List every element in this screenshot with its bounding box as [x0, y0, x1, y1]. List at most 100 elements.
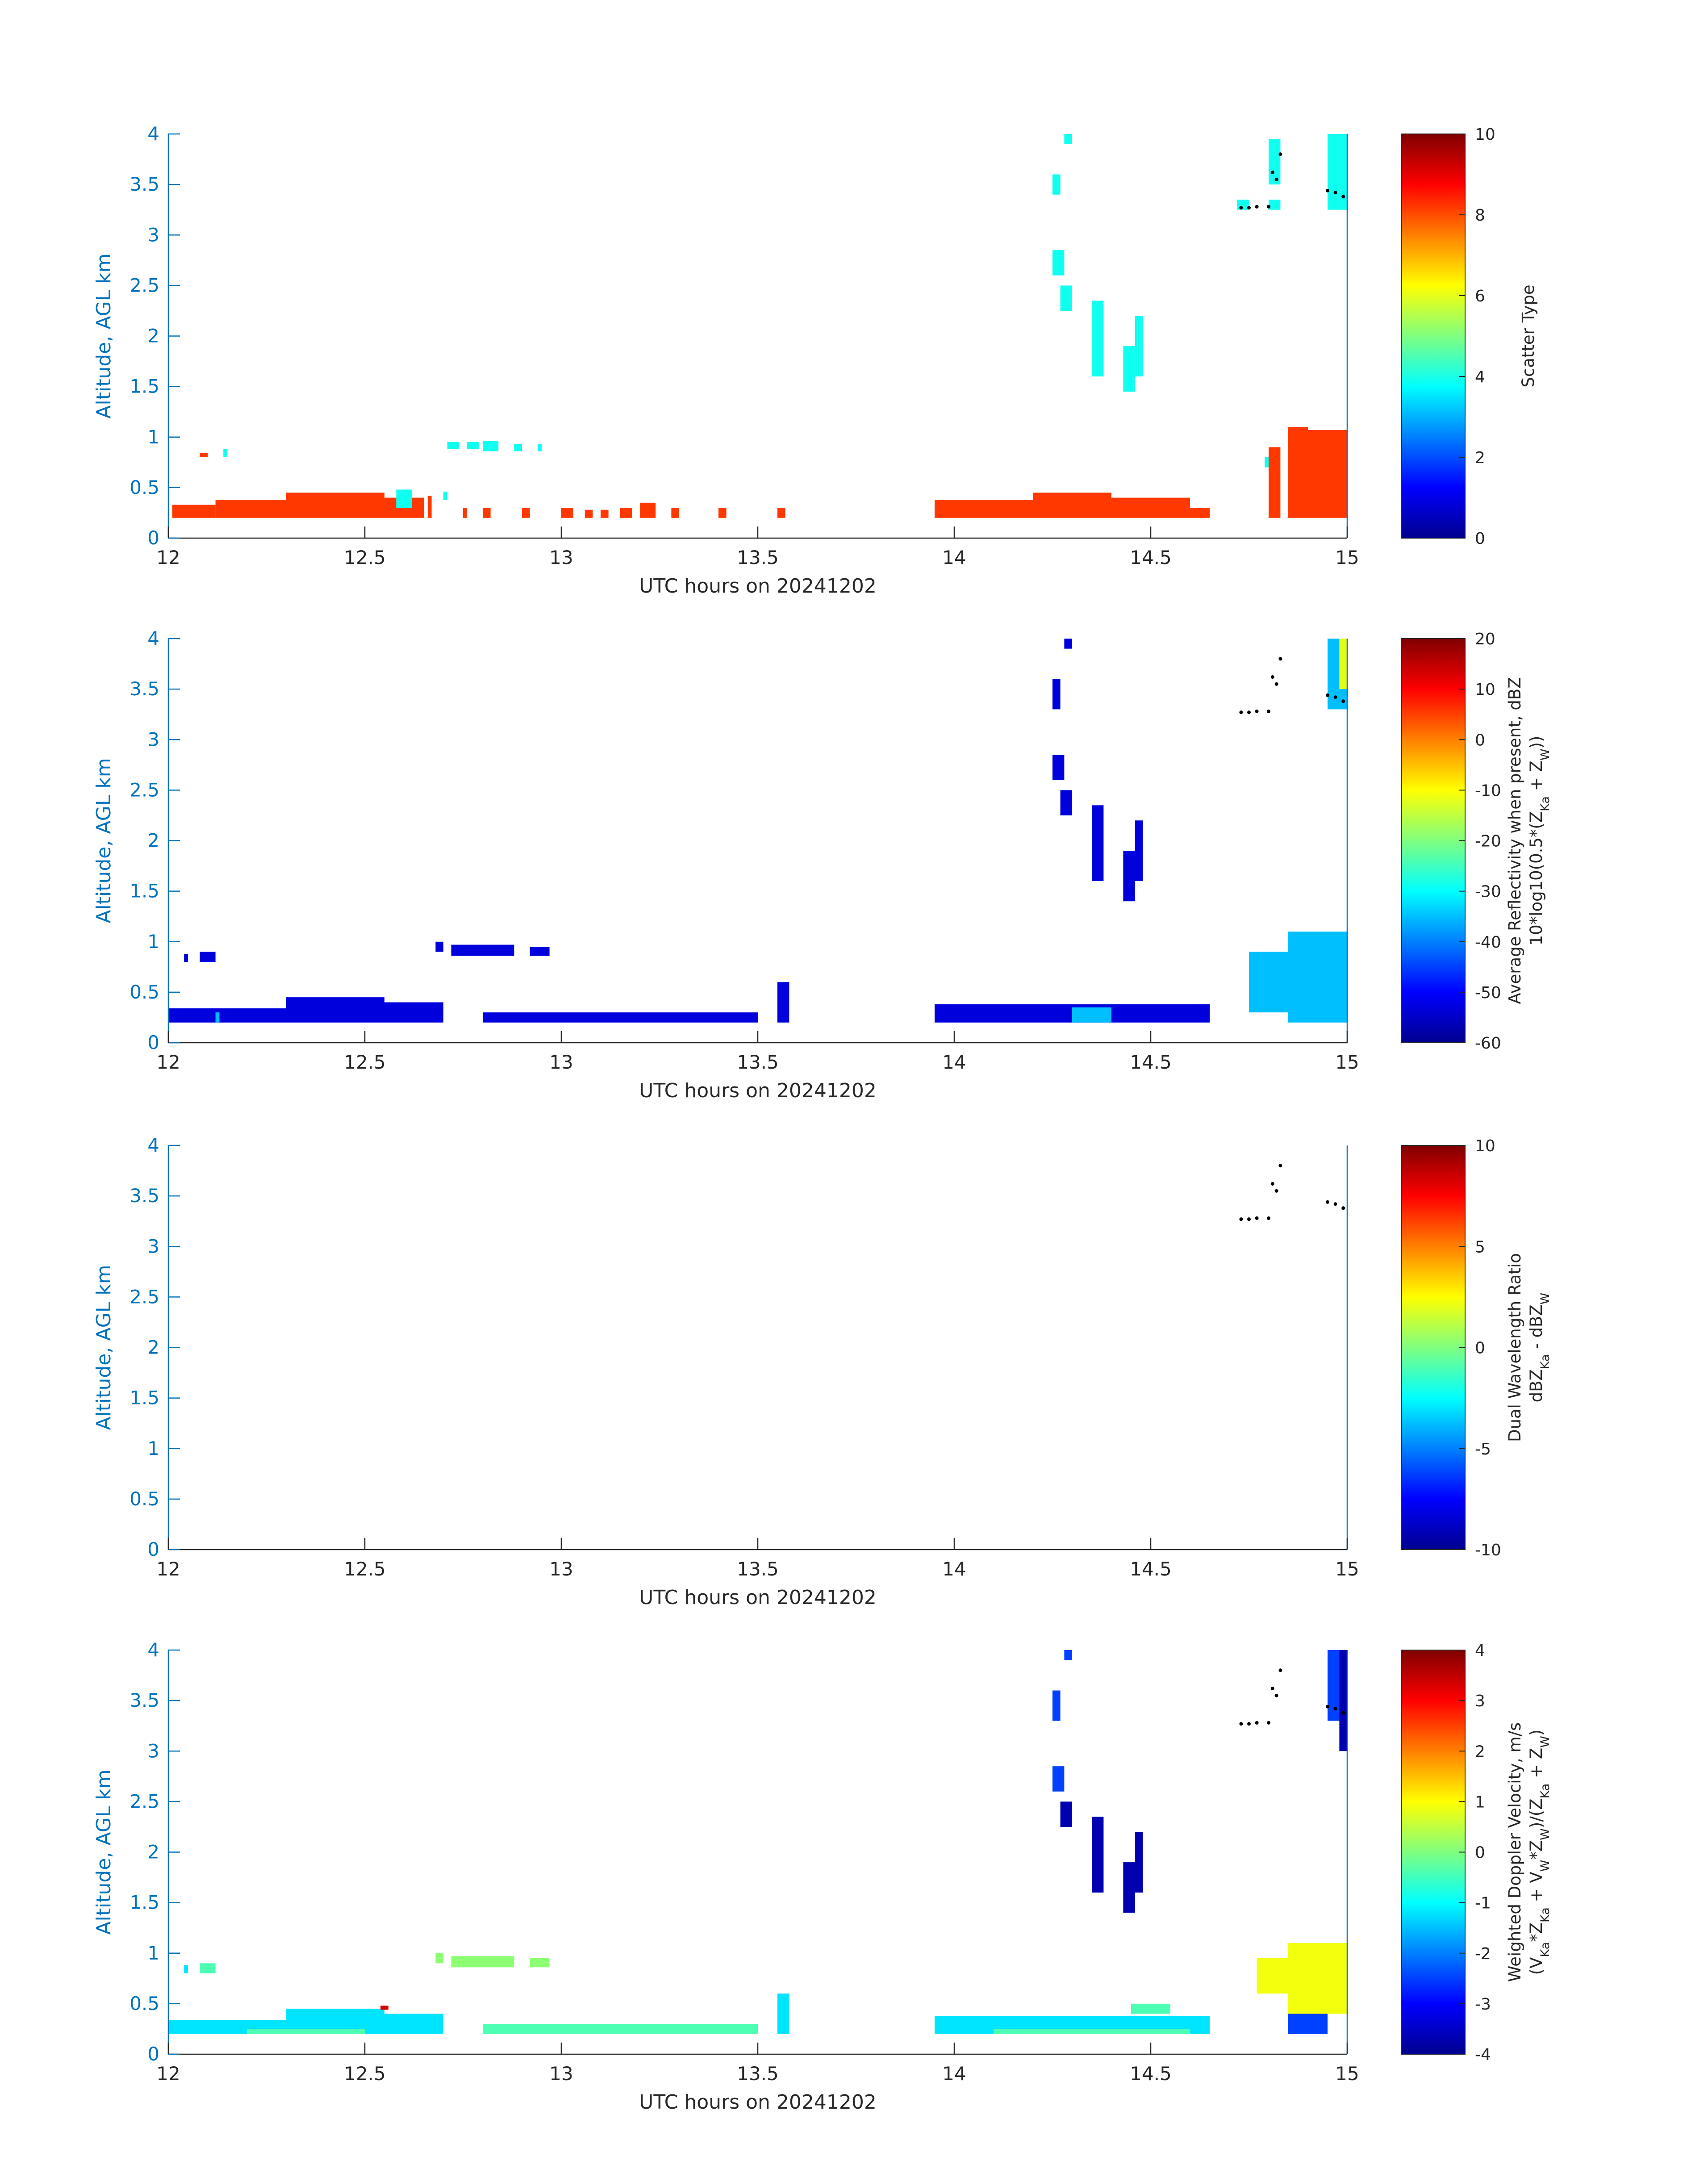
colorbar-tick-label: 4 — [1475, 368, 1485, 386]
data-cell — [1135, 1832, 1143, 1893]
colorbar-tick-label: -50 — [1475, 984, 1501, 1002]
marker-dot — [1333, 191, 1337, 195]
marker-dot — [1274, 1693, 1278, 1697]
x-axis-label: UTC hours on 20241202 — [639, 1079, 877, 1102]
colorbar — [1401, 1145, 1466, 1550]
x-tick-label: 15 — [1335, 547, 1359, 568]
colorbar-tick-label: -4 — [1475, 2046, 1491, 2064]
y-tick-label: 3.5 — [129, 678, 159, 700]
data-cell — [1288, 1943, 1347, 2014]
y-axis-label: Altitude, AGL km — [92, 758, 115, 923]
data-cell — [620, 508, 632, 518]
data-cell — [1092, 805, 1104, 881]
marker-dot — [1247, 206, 1251, 210]
data-cell — [561, 508, 573, 518]
data-cell — [1052, 250, 1065, 276]
data-cell — [994, 2029, 1190, 2034]
data-cell — [451, 1956, 514, 1968]
data-cell — [1131, 2003, 1170, 2014]
marker-dot — [1341, 195, 1345, 199]
x-tick-label: 15 — [1335, 2063, 1359, 2085]
data-cell — [1052, 174, 1061, 195]
marker-dot — [1333, 695, 1337, 699]
marker-dot — [1267, 205, 1270, 209]
marker-dot — [1239, 710, 1243, 715]
colorbar-tick-label: 8 — [1475, 206, 1485, 225]
marker-dot — [1239, 1217, 1243, 1221]
y-tick-label: 3.5 — [129, 1185, 159, 1207]
y-tick-label: 3 — [147, 1740, 159, 1762]
y-tick-label: 1.5 — [129, 376, 159, 397]
x-tick-label: 13.5 — [737, 1558, 779, 1580]
marker-dot — [1247, 710, 1251, 715]
x-tick-label: 14 — [942, 547, 966, 568]
data-cell — [1033, 493, 1111, 518]
x-tick-label: 14 — [942, 1558, 966, 1580]
data-cell — [1123, 851, 1135, 902]
colorbar-tick-label: 10 — [1475, 125, 1495, 144]
data-cell — [215, 1012, 220, 1023]
data-cell — [435, 1953, 443, 1964]
colorbar-label-line: Dual Wavelength Ratio — [1505, 1253, 1524, 1442]
x-tick-label: 12.5 — [344, 547, 386, 568]
y-tick-label: 2.5 — [129, 1286, 159, 1308]
data-cell — [1064, 1650, 1072, 1660]
x-tick-label: 14.5 — [1130, 1558, 1172, 1580]
marker-dot — [1341, 699, 1345, 703]
marker-dot — [1278, 152, 1282, 156]
marker-dot — [1247, 1722, 1251, 1726]
data-cell — [1190, 508, 1210, 518]
colorbar-label-line: Average Reflectivity when present, dBZ — [1505, 677, 1524, 1004]
colorbar — [1401, 638, 1466, 1043]
data-cell — [200, 453, 208, 457]
x-axis-label: UTC hours on 20241202 — [639, 2091, 877, 2114]
data-cell — [530, 1958, 550, 1968]
data-cell — [1052, 1690, 1061, 1721]
marker-dot — [1270, 170, 1274, 174]
marker-dot — [1333, 1202, 1337, 1206]
data-cell — [1339, 1650, 1347, 1751]
colorbar-tick-label: -10 — [1475, 1541, 1501, 1559]
colorbar-tick-label: 4 — [1475, 1642, 1485, 1660]
data-cell — [1060, 790, 1072, 815]
y-tick-label: 3.5 — [129, 1689, 159, 1711]
data-cell — [671, 508, 679, 518]
colorbar-tick-label: -1 — [1475, 1894, 1491, 1913]
data-cell — [168, 1008, 286, 1023]
marker-dot — [1267, 1216, 1270, 1220]
y-tick-label: 4 — [147, 1639, 159, 1661]
marker-dot — [1326, 1200, 1329, 1204]
data-cell — [451, 944, 514, 956]
marker-dot — [1270, 1182, 1274, 1186]
data-cell — [1237, 200, 1249, 210]
x-tick-label: 13 — [549, 1051, 573, 1073]
data-cell — [483, 508, 491, 518]
colorbar-tick-label: -2 — [1475, 1945, 1491, 1963]
y-tick-label: 3.5 — [129, 173, 159, 195]
marker-dot — [1341, 1711, 1345, 1715]
y-tick-label: 2.5 — [129, 274, 159, 296]
colorbar-label-line: dBZKa - dBZW — [1527, 1293, 1552, 1403]
x-tick-label: 14 — [942, 2063, 966, 2085]
data-cell — [1092, 301, 1104, 376]
colorbar-tick-label: -20 — [1475, 832, 1501, 851]
data-cell — [777, 982, 789, 1023]
colorbar-tick-label: 10 — [1475, 1137, 1495, 1155]
colorbar-tick-label: -40 — [1475, 933, 1501, 952]
data-cell — [1265, 457, 1269, 468]
data-cell — [467, 442, 479, 449]
data-cell — [172, 505, 216, 518]
x-tick-label: 13 — [549, 1558, 573, 1580]
colorbar-tick-label: -60 — [1475, 1034, 1501, 1053]
marker-dot — [1274, 1189, 1278, 1193]
x-axis-label: UTC hours on 20241202 — [639, 1586, 877, 1609]
data-cell — [380, 2006, 388, 2010]
x-tick-label: 12 — [156, 1051, 180, 1073]
x-tick-label: 13.5 — [737, 547, 779, 568]
colorbar-tick-label: 2 — [1475, 1742, 1485, 1761]
y-tick-label: 0 — [147, 527, 159, 549]
x-tick-label: 14.5 — [1130, 2063, 1172, 2085]
data-cell — [601, 510, 609, 518]
y-tick-label: 3 — [147, 728, 159, 750]
